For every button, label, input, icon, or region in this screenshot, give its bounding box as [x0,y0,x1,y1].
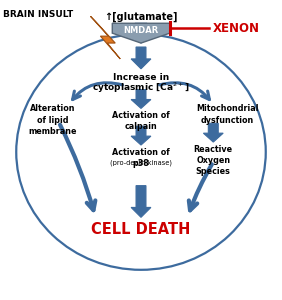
Text: XENON: XENON [212,22,259,35]
Text: Alteration
of lipid
membrane: Alteration of lipid membrane [29,104,77,136]
Polygon shape [131,186,151,217]
Polygon shape [131,126,151,145]
Text: NMDAR: NMDAR [124,26,158,35]
Text: (pro-death kinase): (pro-death kinase) [110,160,172,166]
Text: Activation of
calpain: Activation of calpain [112,111,170,131]
Text: Mitochondrial
dysfunction: Mitochondrial dysfunction [196,104,258,124]
Ellipse shape [16,34,266,270]
Text: CELL DEATH: CELL DEATH [91,222,191,237]
Polygon shape [203,123,223,142]
Text: Increase in: Increase in [113,73,169,82]
Text: Reactive
Oxygen
Species: Reactive Oxygen Species [194,145,233,176]
Text: BRAIN INSULT: BRAIN INSULT [3,11,74,20]
Polygon shape [91,16,120,59]
Polygon shape [112,23,170,43]
Text: cytoplasmic [Ca$^{2+}$]: cytoplasmic [Ca$^{2+}$] [92,81,190,95]
Text: ↑[glutamate]: ↑[glutamate] [104,11,178,22]
Text: Activation of
p38: Activation of p38 [112,148,170,168]
Polygon shape [131,90,151,108]
Polygon shape [131,47,151,69]
Polygon shape [130,23,152,43]
